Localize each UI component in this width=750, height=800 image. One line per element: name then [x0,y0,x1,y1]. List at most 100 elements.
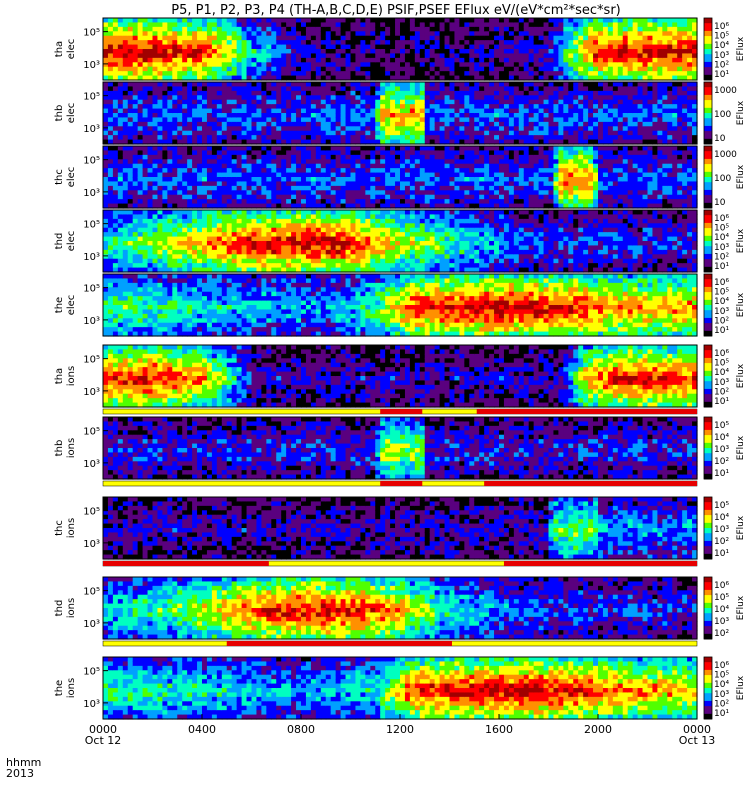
colorbar-tick-label: 10⁵ [714,224,729,234]
panel-thc-ions: thc ions 10⁵ 10³ 10⁵ 10⁴ 10³ 10² 10¹ EFlux [54,496,746,567]
panel-ylabel-species: ions [66,366,77,386]
colorbar: 10⁵ 10⁴ 10³ 10² 10¹ EFlux [703,496,746,560]
panel-ylabel-species: elec [66,295,77,316]
panel-ylabel-species: ions [66,438,77,458]
colorbar-tick-label: 10³ [714,445,729,455]
colorbar-tick-label: 10⁴ [714,41,729,51]
colorbar-tick-label: 10² [714,316,729,326]
panel-ylabel-species: elec [66,167,77,188]
colorbar-label: EFlux [736,435,746,460]
xtick-label: 1600 [485,723,513,736]
colorbar-tick-label: 10¹ [714,709,729,719]
ytick-label: 10³ [83,459,100,470]
panel-ylabel-species: ions [66,678,77,698]
panel-ylabel-probe: thd [54,600,65,617]
colorbar-tick-label: 1000 [714,86,737,96]
panel-ylabel-probe: thd [54,233,65,250]
colorbar-tick-label: 10⁴ [714,433,729,443]
colorbar-tick-label: 10² [714,457,729,467]
colorbar-tick-label: 10² [714,699,729,709]
colorbar-label: EFlux [736,363,746,388]
ytick-label: 10⁵ [83,92,100,103]
colorbar-tick-label: 10² [714,537,729,547]
panel-ylabel-probe: the [54,680,65,696]
xtick-label: 0000 [89,723,117,736]
ytick-label: 10³ [83,60,100,71]
colorbar-tick-label: 10¹ [714,397,729,407]
time-axis-label-hhmm: hhmm [6,756,41,769]
panel-ylabel-probe: the [54,297,65,313]
colorbar: 10⁶ 10⁵ 10⁴ 10³ 10² EFlux [703,576,746,640]
panel-frame [102,17,698,81]
colorbar-tick-label: 10⁴ [714,297,729,307]
xtick-label: 2000 [584,723,612,736]
ytick-label: 10⁵ [83,427,100,438]
panel-ylabel-species: ions [66,518,77,538]
panel-thd-ions: thd ions 10⁵ 10³ 10⁶ 10⁵ 10⁴ 10³ 10² EFlux [54,576,746,647]
colorbar-label: EFlux [736,36,746,61]
panel-ylabel-probe: tha [54,368,65,384]
colorbar-tick-label: 10³ [714,690,729,700]
mode-indicator-bar [102,640,698,647]
colorbar-label: EFlux [736,292,746,317]
colorbar-tick-label: 10³ [714,243,729,253]
spectrogram-cells [103,577,698,640]
colorbar-tick-label: 10⁴ [714,605,729,615]
colorbar-tick-label: 10 [714,134,726,144]
figure-title: P5, P1, P2, P3, P4 (TH-A,B,C,D,E) PSIF,P… [171,3,620,18]
panel-ylabel-probe: tha [54,41,65,57]
colorbar-tick-label: 10² [714,629,729,639]
colorbar-tick-label: 100 [714,174,731,184]
panel-ylabel-species: ions [66,598,77,618]
panel-ylabel-species: elec [66,231,77,252]
colorbar-tick-label: 1000 [714,150,737,160]
colorbar-tick-label: 10² [714,387,729,397]
colorbar-tick-label: 10² [714,60,729,70]
colorbar-tick-label: 10¹ [714,469,729,479]
panel-frame [102,576,698,640]
panel-frame [102,344,698,408]
colorbar-tick-label: 10⁶ [714,581,729,591]
colorbar-tick-label: 10⁵ [714,359,729,369]
panel-ylabel-probe: thc [54,520,65,536]
spectrogram-cells [103,274,698,337]
colorbar-tick-label: 10⁴ [714,513,729,523]
colorbar-label: EFlux [736,100,746,125]
colorbar-tick-label: 10⁶ [714,22,729,32]
colorbar-tick-label: 100 [714,110,731,120]
panel-ylabel-probe: thb [54,440,65,457]
spectrogram-cells [103,210,698,273]
spectrogram-cells [103,18,698,81]
colorbar-label: EFlux [736,515,746,540]
panel-frame [102,209,698,273]
colorbar-tick-label: 10⁶ [714,214,729,224]
colorbar-tick-label: 10² [714,252,729,262]
ytick-label: 10⁵ [83,667,100,678]
colorbar-tick-label: 10³ [714,617,729,627]
panel-frame [102,145,698,209]
colorbar-tick-label: 10⁴ [714,368,729,378]
panel-ylabel-species: elec [66,103,77,124]
colorbar-tick-label: 10⁵ [714,671,729,681]
panel-thc-elec: thc elec 10⁵ 10³ 1000 100 10 EFlux [54,145,746,209]
colorbar-label: EFlux [736,675,746,700]
colorbar-tick-label: 10⁶ [714,278,729,288]
colorbar-tick-label: 10⁶ [714,661,729,671]
colorbar-tick-label: 10¹ [714,70,729,80]
panel-thb-ions: thb ions 10⁵ 10³ 10⁵ 10⁴ 10³ 10² 10¹ EFlux [54,416,746,487]
colorbar-tick-label: 10⁵ [714,32,729,42]
colorbar-tick-label: 10³ [714,378,729,388]
ytick-label: 10³ [83,619,100,630]
colorbar-label: EFlux [736,164,746,189]
spectrogram-cells [103,497,698,560]
colorbar-tick-label: 10¹ [714,549,729,559]
colorbar-tick-label: 10¹ [714,326,729,336]
ytick-label: 10⁵ [83,507,100,518]
xtick-label: 1200 [386,723,414,736]
colorbar-tick-label: 10⁵ [714,288,729,298]
